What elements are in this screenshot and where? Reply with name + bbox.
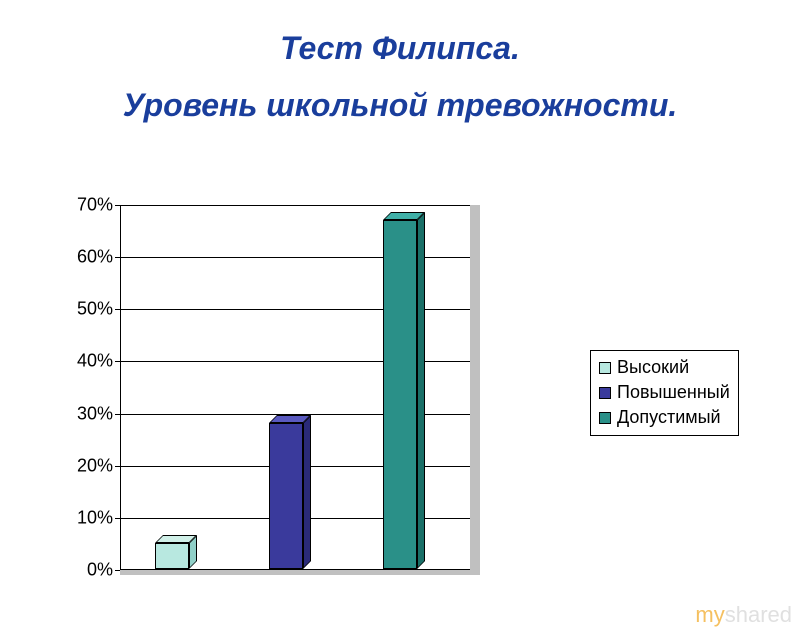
ytick bbox=[115, 570, 120, 571]
watermark-suffix: shared bbox=[725, 602, 792, 627]
gridline bbox=[121, 205, 470, 206]
watermark-prefix: my bbox=[695, 602, 724, 627]
ytick bbox=[115, 518, 120, 519]
ytick-label: 20% bbox=[77, 455, 113, 476]
legend-swatch bbox=[599, 412, 611, 424]
legend-swatch bbox=[599, 387, 611, 399]
ytick bbox=[115, 257, 120, 258]
legend-item: Высокий bbox=[599, 355, 730, 380]
watermark: myshared bbox=[695, 602, 792, 628]
ytick-label: 0% bbox=[87, 560, 113, 581]
ytick-label: 40% bbox=[77, 351, 113, 372]
ytick-label: 60% bbox=[77, 247, 113, 268]
bar bbox=[383, 220, 417, 569]
plot-area: 0%10%20%30%40%50%60%70% bbox=[120, 205, 470, 570]
ytick bbox=[115, 466, 120, 467]
page-title: Тест Филипса. bbox=[0, 30, 800, 67]
page-subtitle: Уровень школьной тревожности. bbox=[0, 87, 800, 124]
ytick bbox=[115, 205, 120, 206]
bar-face bbox=[155, 543, 189, 569]
ytick-label: 70% bbox=[77, 195, 113, 216]
legend-label: Допустимый bbox=[617, 405, 721, 430]
ytick bbox=[115, 414, 120, 415]
legend-label: Повышенный bbox=[617, 380, 730, 405]
bar bbox=[155, 543, 189, 569]
ytick-label: 30% bbox=[77, 403, 113, 424]
bar-side bbox=[417, 212, 425, 569]
ytick-label: 50% bbox=[77, 299, 113, 320]
ytick-label: 10% bbox=[77, 507, 113, 528]
legend-label: Высокий bbox=[617, 355, 689, 380]
legend-item: Допустимый bbox=[599, 405, 730, 430]
ytick bbox=[115, 361, 120, 362]
legend-swatch bbox=[599, 362, 611, 374]
bar-face bbox=[383, 220, 417, 569]
bar bbox=[269, 423, 303, 569]
ytick bbox=[115, 309, 120, 310]
legend: ВысокийПовышенныйДопустимый bbox=[590, 350, 739, 436]
bar-side bbox=[303, 415, 311, 569]
plot-shadow: 0%10%20%30%40%50%60%70% bbox=[120, 205, 480, 575]
bar-face bbox=[269, 423, 303, 569]
legend-item: Повышенный bbox=[599, 380, 730, 405]
bar-chart: 0%10%20%30%40%50%60%70% bbox=[60, 205, 580, 605]
